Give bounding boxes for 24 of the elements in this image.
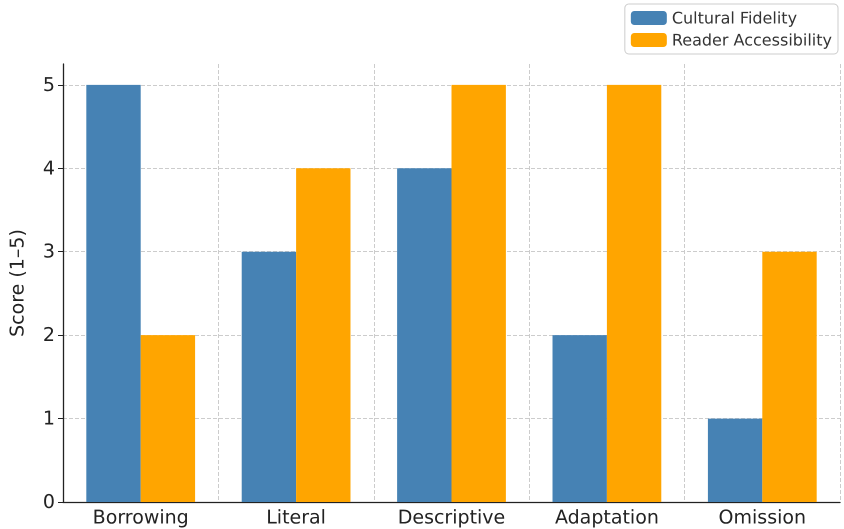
bar: [708, 418, 762, 502]
x-tick-label: Adaptation: [554, 506, 659, 528]
x-tick-label: Literal: [266, 506, 326, 528]
bar: [452, 84, 506, 502]
y-tick-label: 2: [42, 324, 55, 346]
bar: [296, 168, 350, 502]
y-axis-title: Score (1–5): [6, 229, 28, 337]
x-tick-label: Descriptive: [398, 506, 506, 528]
y-tick-label: 0: [42, 491, 55, 513]
y-tick-label: 1: [42, 408, 55, 430]
y-tick-label: 4: [42, 157, 55, 180]
x-tick-label: Omission: [718, 506, 806, 528]
bar: [86, 84, 141, 502]
bar: [140, 335, 196, 502]
bar: [606, 84, 662, 502]
bar: [762, 252, 817, 502]
x-tick-label: Borrowing: [92, 506, 189, 528]
bar: [552, 335, 607, 502]
y-tick-label: 3: [42, 240, 55, 263]
bar: [397, 168, 452, 502]
legend-label: Cultural Fidelity: [672, 8, 798, 28]
legend-label: Reader Accessibility: [672, 30, 832, 50]
bar: [242, 252, 296, 502]
y-tick-label: 5: [42, 74, 55, 96]
